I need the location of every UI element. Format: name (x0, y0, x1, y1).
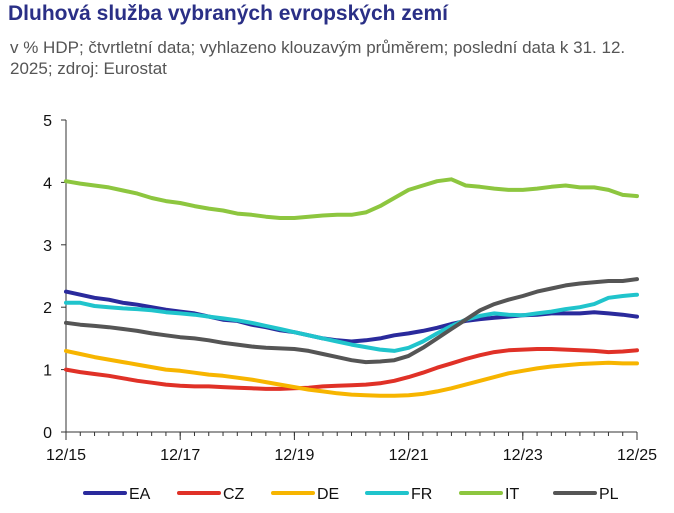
x-tick-label: 12/25 (617, 447, 657, 464)
chart-title: Dluhová služba vybraných evropských zemí (8, 2, 448, 25)
y-tick-label: 3 (43, 238, 52, 255)
chart-subtitle: v % HDP; čtvrtletní data; vyhlazeno klou… (10, 38, 626, 78)
legend-label-ea: EA (129, 486, 151, 503)
axes: 0 1 2 3 4 5 12/15 12/17 12/19 12/21 12/23 12/25 (43, 113, 657, 464)
legend-label-pl: PL (599, 486, 619, 503)
x-tick-label: 12/17 (160, 447, 200, 464)
x-tick-label: 12/23 (503, 447, 543, 464)
y-tick-label: 4 (43, 175, 52, 192)
series-line-fr (64, 292, 639, 353)
legend-label-fr: FR (411, 486, 432, 503)
series-line-de (64, 348, 639, 398)
legend-label-de: DE (317, 486, 339, 503)
series-line-cz (64, 347, 639, 391)
series-line-pl (64, 277, 639, 365)
legend: EA CZ DE FR IT PL (83, 486, 619, 503)
y-tick-label: 0 (43, 425, 52, 442)
legend-label-cz: CZ (223, 486, 245, 503)
series-lines (64, 177, 639, 398)
series-line-it (64, 177, 639, 220)
y-tick-label: 1 (43, 363, 52, 380)
x-tick-label: 12/21 (389, 447, 429, 464)
legend-label-it: IT (505, 486, 519, 503)
y-tick-label: 2 (43, 300, 52, 317)
y-tick-label: 5 (43, 113, 52, 130)
x-tick-label: 12/19 (274, 447, 314, 464)
x-tick-label: 12/15 (46, 447, 86, 464)
